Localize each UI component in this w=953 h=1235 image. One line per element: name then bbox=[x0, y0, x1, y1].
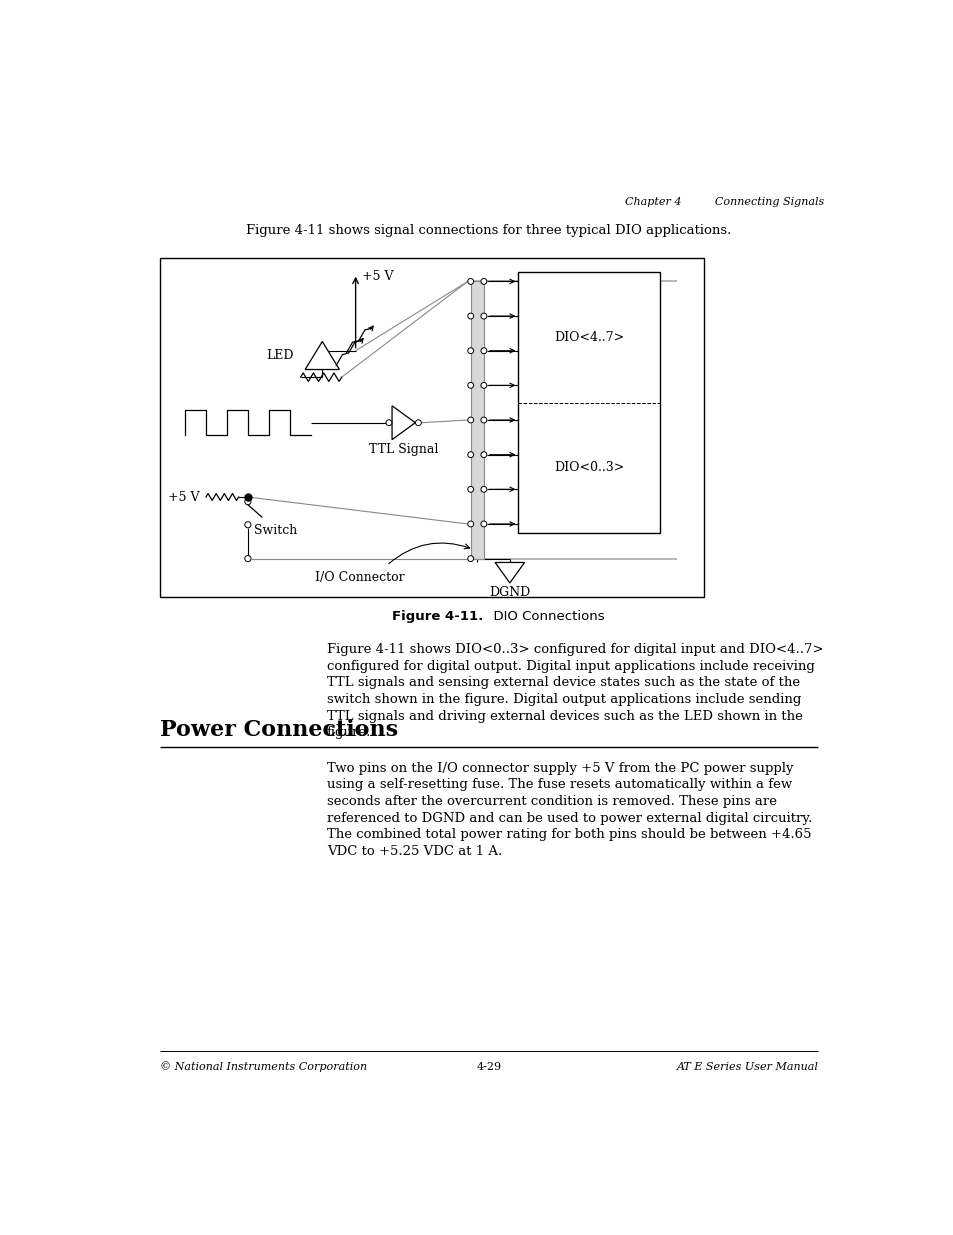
Text: TTL Signal: TTL Signal bbox=[369, 443, 437, 456]
Bar bbox=[159, 258, 703, 597]
Text: seconds after the overcurrent condition is removed. These pins are: seconds after the overcurrent condition … bbox=[327, 795, 776, 808]
Text: Chapter 4   Connecting Signals: Chapter 4 Connecting Signals bbox=[624, 198, 823, 207]
Text: Figure 4-11 shows DIO<0..3> configured for digital input and DIO<4..7>: Figure 4-11 shows DIO<0..3> configured f… bbox=[327, 643, 822, 656]
Text: VDC to +5.25 VDC at 1 A.: VDC to +5.25 VDC at 1 A. bbox=[327, 845, 501, 857]
FancyArrowPatch shape bbox=[388, 543, 469, 563]
Circle shape bbox=[480, 278, 486, 284]
Text: switch shown in the figure. Digital output applications include sending: switch shown in the figure. Digital outp… bbox=[327, 693, 801, 706]
Polygon shape bbox=[392, 406, 415, 440]
Polygon shape bbox=[495, 562, 524, 583]
Text: Switch: Switch bbox=[253, 525, 297, 537]
Polygon shape bbox=[305, 341, 339, 369]
Circle shape bbox=[480, 348, 486, 353]
Circle shape bbox=[467, 556, 473, 562]
Text: TTL signals and sensing external device states such as the state of the: TTL signals and sensing external device … bbox=[327, 677, 800, 689]
Bar bbox=[470, 282, 483, 558]
Circle shape bbox=[480, 314, 486, 319]
Circle shape bbox=[480, 383, 486, 388]
Text: DIO Connections: DIO Connections bbox=[484, 610, 604, 622]
Bar bbox=[517, 272, 659, 534]
Circle shape bbox=[245, 499, 251, 505]
Circle shape bbox=[480, 452, 486, 458]
Circle shape bbox=[245, 556, 251, 562]
Circle shape bbox=[467, 383, 473, 388]
Circle shape bbox=[467, 314, 473, 319]
Circle shape bbox=[480, 521, 486, 527]
Text: DGND: DGND bbox=[489, 585, 530, 599]
Text: Figure 4-11 shows signal connections for three typical DIO applications.: Figure 4-11 shows signal connections for… bbox=[246, 224, 731, 237]
Text: LED: LED bbox=[266, 348, 294, 362]
Circle shape bbox=[467, 278, 473, 284]
Circle shape bbox=[415, 420, 421, 426]
Text: AT E Series User Manual: AT E Series User Manual bbox=[676, 1062, 818, 1072]
Text: using a self-resetting fuse. The fuse resets automatically within a few: using a self-resetting fuse. The fuse re… bbox=[327, 778, 791, 792]
Text: TTL signals and driving external devices such as the LED shown in the: TTL signals and driving external devices… bbox=[327, 710, 802, 722]
Circle shape bbox=[386, 420, 392, 426]
Circle shape bbox=[245, 521, 251, 527]
Text: figure.: figure. bbox=[327, 726, 371, 739]
Circle shape bbox=[480, 487, 486, 493]
Circle shape bbox=[467, 348, 473, 353]
Text: I/O Connector: I/O Connector bbox=[314, 571, 404, 584]
Text: configured for digital output. Digital input applications include receiving: configured for digital output. Digital i… bbox=[327, 659, 814, 673]
Circle shape bbox=[467, 417, 473, 422]
Circle shape bbox=[467, 487, 473, 493]
Text: Figure 4-11.: Figure 4-11. bbox=[392, 610, 483, 622]
Text: The combined total power rating for both pins should be between +4.65: The combined total power rating for both… bbox=[327, 829, 811, 841]
Circle shape bbox=[480, 417, 486, 422]
Text: DIO<4..7>: DIO<4..7> bbox=[554, 331, 623, 343]
Circle shape bbox=[467, 452, 473, 458]
Text: +5 V: +5 V bbox=[168, 490, 199, 504]
Circle shape bbox=[467, 521, 473, 527]
Text: DIO<0..3>: DIO<0..3> bbox=[554, 462, 624, 474]
Text: +5 V: +5 V bbox=[361, 269, 393, 283]
Text: Power Connections: Power Connections bbox=[159, 719, 397, 741]
Text: Two pins on the I/O connector supply +5 V from the PC power supply: Two pins on the I/O connector supply +5 … bbox=[327, 762, 793, 774]
Text: referenced to DGND and can be used to power external digital circuitry.: referenced to DGND and can be used to po… bbox=[327, 811, 811, 825]
Text: © National Instruments Corporation: © National Instruments Corporation bbox=[159, 1061, 366, 1072]
Text: 4-29: 4-29 bbox=[476, 1062, 501, 1072]
